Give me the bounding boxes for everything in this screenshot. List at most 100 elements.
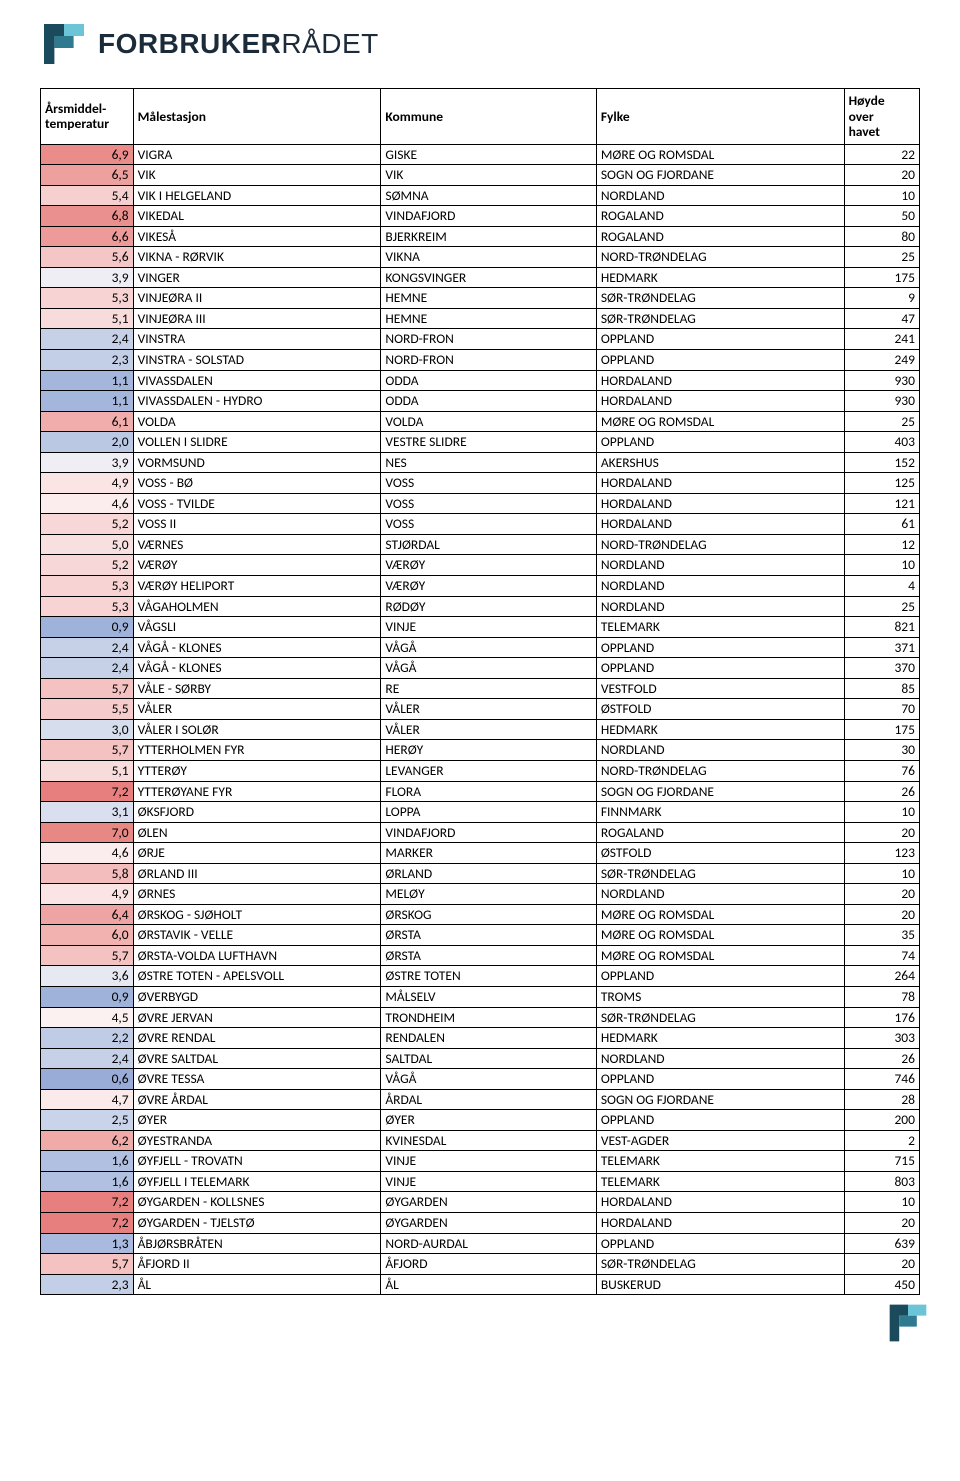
cell-temp: 5,8 (41, 863, 134, 884)
cell-hoyde: 74 (844, 945, 919, 966)
cell-station: VIK I HELGELAND (133, 185, 381, 206)
table-row: 7,0ØLENVINDAFJORDROGALAND20 (41, 822, 920, 843)
table-row: 5,4VIK I HELGELANDSØMNANORDLAND10 (41, 185, 920, 206)
cell-station: VIKESÅ (133, 226, 381, 247)
cell-kommune: VÅLER (381, 719, 596, 740)
cell-temp: 7,2 (41, 1212, 134, 1233)
table-row: 5,7YTTERHOLMEN FYRHERØYNORDLAND30 (41, 740, 920, 761)
cell-fylke: ROGALAND (596, 822, 844, 843)
cell-hoyde: 10 (844, 185, 919, 206)
cell-hoyde: 10 (844, 555, 919, 576)
cell-kommune: SALTDAL (381, 1048, 596, 1069)
table-row: 5,0VÆRNESSTJØRDALNORD-TRØNDELAG12 (41, 534, 920, 555)
cell-temp: 5,1 (41, 760, 134, 781)
table-row: 5,7VÅLE - SØRBYREVESTFOLD85 (41, 678, 920, 699)
cell-fylke: OPPLAND (596, 658, 844, 679)
cell-station: VINSTRA (133, 329, 381, 350)
cell-kommune: VOSS (381, 493, 596, 514)
cell-hoyde: 371 (844, 637, 919, 658)
table-row: 2,4ØVRE SALTDALSALTDALNORDLAND26 (41, 1048, 920, 1069)
cell-temp: 5,3 (41, 596, 134, 617)
table-row: 6,9VIGRAGISKEMØRE OG ROMSDAL22 (41, 144, 920, 165)
cell-hoyde: 22 (844, 144, 919, 165)
table-row: 4,6ØRJEMARKERØSTFOLD123 (41, 843, 920, 864)
table-row: 0,6ØVRE TESSAVÅGÅOPPLAND746 (41, 1069, 920, 1090)
cell-temp: 4,6 (41, 493, 134, 514)
cell-fylke: ROGALAND (596, 206, 844, 227)
cell-temp: 4,5 (41, 1007, 134, 1028)
cell-fylke: FINNMARK (596, 802, 844, 823)
cell-kommune: NES (381, 452, 596, 473)
cell-station: ØVRE TESSA (133, 1069, 381, 1090)
cell-temp: 7,0 (41, 822, 134, 843)
cell-kommune: VÅGÅ (381, 637, 596, 658)
table-row: 6,1VOLDAVOLDAMØRE OG ROMSDAL25 (41, 411, 920, 432)
brand-name: FORBRUKERRÅDET (98, 28, 379, 60)
cell-kommune: ØYGARDEN (381, 1192, 596, 1213)
cell-fylke: MØRE OG ROMSDAL (596, 144, 844, 165)
cell-temp: 2,0 (41, 432, 134, 453)
table-row: 5,3VÅGAHOLMENRØDØYNORDLAND25 (41, 596, 920, 617)
cell-fylke: HORDALAND (596, 514, 844, 535)
cell-fylke: HORDALAND (596, 1212, 844, 1233)
cell-hoyde: 930 (844, 391, 919, 412)
cell-temp: 5,1 (41, 308, 134, 329)
cell-kommune: VÆRØY (381, 576, 596, 597)
cell-fylke: SØR-TRØNDELAG (596, 288, 844, 309)
cell-temp: 0,9 (41, 617, 134, 638)
cell-hoyde: 26 (844, 781, 919, 802)
cell-station: ØSTRE TOTEN - APELSVOLL (133, 966, 381, 987)
cell-kommune: SØMNA (381, 185, 596, 206)
table-row: 5,7ÅFJORD IIÅFJORDSØR-TRØNDELAG20 (41, 1254, 920, 1275)
cell-kommune: VÅGÅ (381, 1069, 596, 1090)
cell-station: YTTERØY (133, 760, 381, 781)
cell-kommune: VIKNA (381, 247, 596, 268)
cell-temp: 2,4 (41, 329, 134, 350)
cell-temp: 1,6 (41, 1151, 134, 1172)
cell-fylke: OPPLAND (596, 329, 844, 350)
cell-kommune: STJØRDAL (381, 534, 596, 555)
cell-fylke: TELEMARK (596, 1151, 844, 1172)
cell-kommune: HEMNE (381, 288, 596, 309)
table-row: 7,2YTTERØYANE FYRFLORASOGN OG FJORDANE26 (41, 781, 920, 802)
cell-station: ØRNES (133, 884, 381, 905)
table-row: 5,2VOSS IIVOSSHORDALAND61 (41, 514, 920, 535)
cell-temp: 3,9 (41, 452, 134, 473)
header-fylke: Fylke (596, 89, 844, 145)
table-row: 0,9ØVERBYGDMÅLSELVTROMS78 (41, 986, 920, 1007)
cell-kommune: MELØY (381, 884, 596, 905)
cell-station: ØYGARDEN - TJELSTØ (133, 1212, 381, 1233)
cell-station: VIKNA - RØRVIK (133, 247, 381, 268)
cell-kommune: KVINESDAL (381, 1130, 596, 1151)
cell-hoyde: 175 (844, 267, 919, 288)
cell-station: ÅBJØRSBRÅTEN (133, 1233, 381, 1254)
cell-fylke: SØR-TRØNDELAG (596, 1254, 844, 1275)
cell-temp: 7,2 (41, 781, 134, 802)
cell-station: VOLLEN I SLIDRE (133, 432, 381, 453)
table-row: 6,6VIKESÅBJERKREIMROGALAND80 (41, 226, 920, 247)
cell-temp: 0,9 (41, 986, 134, 1007)
cell-station: VÆRØY HELIPORT (133, 576, 381, 597)
table-row: 6,8VIKEDALVINDAFJORDROGALAND50 (41, 206, 920, 227)
cell-station: ØKSFJORD (133, 802, 381, 823)
cell-fylke: HEDMARK (596, 1028, 844, 1049)
cell-station: ØVRE SALTDAL (133, 1048, 381, 1069)
cell-station: VIVASSDALEN - HYDRO (133, 391, 381, 412)
cell-hoyde: 25 (844, 596, 919, 617)
cell-kommune: ÅL (381, 1274, 596, 1295)
cell-station: VOLDA (133, 411, 381, 432)
cell-kommune: GISKE (381, 144, 596, 165)
cell-station: YTTERØYANE FYR (133, 781, 381, 802)
cell-hoyde: 4 (844, 576, 919, 597)
cell-temp: 2,3 (41, 1274, 134, 1295)
table-row: 2,5ØYERØYEROPPLAND200 (41, 1110, 920, 1131)
cell-temp: 5,0 (41, 534, 134, 555)
cell-hoyde: 85 (844, 678, 919, 699)
table-row: 4,7ØVRE ÅRDALÅRDALSOGN OG FJORDANE28 (41, 1089, 920, 1110)
cell-kommune: ÅRDAL (381, 1089, 596, 1110)
cell-hoyde: 25 (844, 247, 919, 268)
cell-station: ØYFJELL I TELEMARK (133, 1171, 381, 1192)
cell-fylke: HORDALAND (596, 1192, 844, 1213)
cell-fylke: MØRE OG ROMSDAL (596, 945, 844, 966)
cell-station: ØVERBYGD (133, 986, 381, 1007)
